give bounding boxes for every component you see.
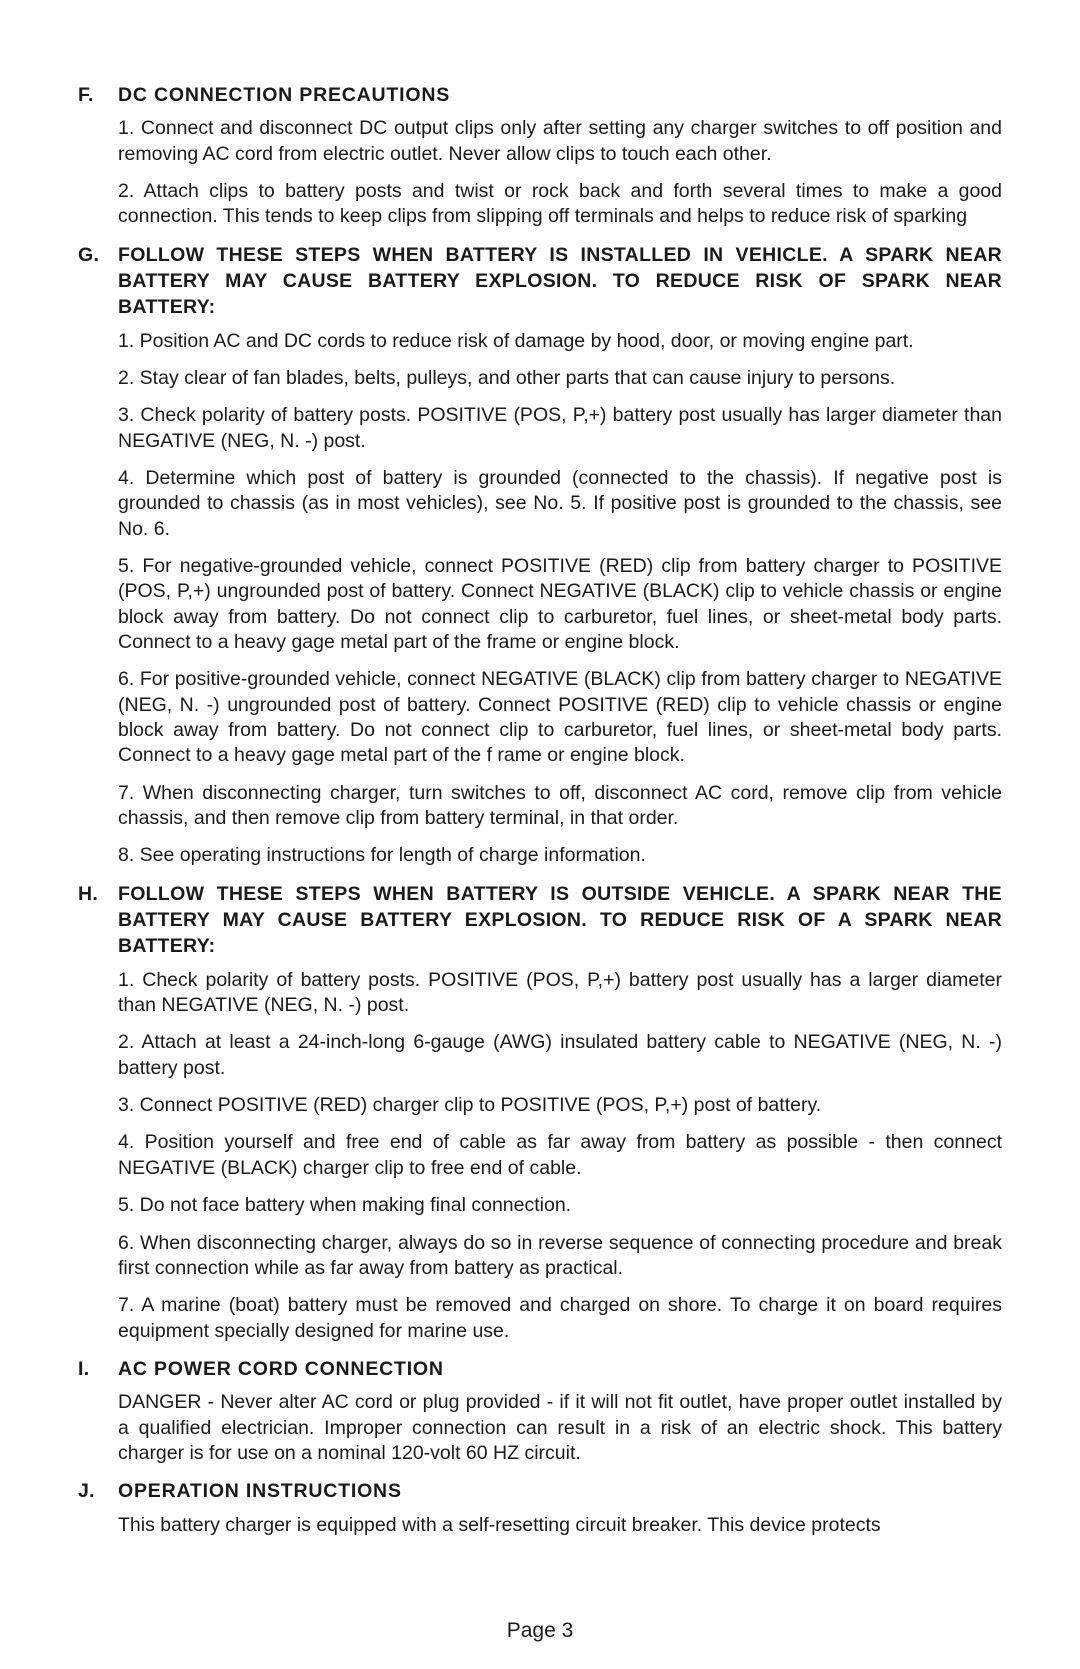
paragraph: 3. Check polarity of battery posts. POSI… (118, 403, 1002, 454)
paragraph: 5. Do not face battery when making final… (118, 1193, 1002, 1218)
paragraph: 1. Position AC and DC cords to reduce ri… (118, 329, 1002, 354)
paragraph: DANGER - Never alter AC cord or plug pro… (118, 1390, 1002, 1466)
paragraph: 4. Determine which post of battery is gr… (118, 466, 1002, 542)
paragraph: 1. Connect and disconnect DC output clip… (118, 116, 1002, 167)
section-letter: J. (78, 1478, 118, 1504)
page-number: Page 3 (0, 1619, 1080, 1643)
section-header: H. FOLLOW THESE STEPS WHEN BATTERY IS OU… (78, 881, 1002, 960)
paragraph: This battery charger is equipped with a … (118, 1513, 1002, 1538)
paragraph: 4. Position yourself and free end of cab… (118, 1130, 1002, 1181)
section-title: FOLLOW THESE STEPS WHEN BATTERY IS INSTA… (118, 242, 1002, 321)
section-title: FOLLOW THESE STEPS WHEN BATTERY IS OUTSI… (118, 881, 1002, 960)
section-letter: G. (78, 242, 118, 268)
section-body: DANGER - Never alter AC cord or plug pro… (78, 1390, 1002, 1466)
section-title: DC CONNECTION PRECAUTIONS (118, 82, 1002, 108)
section-header: J. OPERATION INSTRUCTIONS (78, 1478, 1002, 1504)
section-letter: F. (78, 82, 118, 108)
paragraph: 3. Connect POSITIVE (RED) charger clip t… (118, 1093, 1002, 1118)
section-header: F. DC CONNECTION PRECAUTIONS (78, 82, 1002, 108)
section-i: I. AC POWER CORD CONNECTION DANGER - Nev… (78, 1356, 1002, 1466)
paragraph: 7. A marine (boat) battery must be remov… (118, 1293, 1002, 1344)
section-letter: I. (78, 1356, 118, 1382)
paragraph: 2. Attach clips to battery posts and twi… (118, 179, 1002, 230)
paragraph: 2. Stay clear of fan blades, belts, pull… (118, 366, 1002, 391)
section-body: 1. Position AC and DC cords to reduce ri… (78, 329, 1002, 869)
paragraph: 8. See operating instructions for length… (118, 843, 1002, 868)
section-h: H. FOLLOW THESE STEPS WHEN BATTERY IS OU… (78, 881, 1002, 1344)
section-j: J. OPERATION INSTRUCTIONS This battery c… (78, 1478, 1002, 1538)
paragraph: 2. Attach at least a 24-inch-long 6-gaug… (118, 1030, 1002, 1081)
paragraph: 6. For positive-grounded vehicle, connec… (118, 667, 1002, 768)
paragraph: 6. When disconnecting charger, always do… (118, 1231, 1002, 1282)
section-body: 1. Connect and disconnect DC output clip… (78, 116, 1002, 229)
section-title: AC POWER CORD CONNECTION (118, 1356, 1002, 1382)
paragraph: 7. When disconnecting charger, turn swit… (118, 781, 1002, 832)
section-f: F. DC CONNECTION PRECAUTIONS 1. Connect … (78, 82, 1002, 230)
section-title: OPERATION INSTRUCTIONS (118, 1478, 1002, 1504)
section-g: G. FOLLOW THESE STEPS WHEN BATTERY IS IN… (78, 242, 1002, 869)
section-letter: H. (78, 881, 118, 907)
section-body: This battery charger is equipped with a … (78, 1513, 1002, 1538)
section-header: I. AC POWER CORD CONNECTION (78, 1356, 1002, 1382)
paragraph: 1. Check polarity of battery posts. POSI… (118, 968, 1002, 1019)
section-body: 1. Check polarity of battery posts. POSI… (78, 968, 1002, 1344)
paragraph: 5. For negative-grounded vehicle, connec… (118, 554, 1002, 655)
section-header: G. FOLLOW THESE STEPS WHEN BATTERY IS IN… (78, 242, 1002, 321)
